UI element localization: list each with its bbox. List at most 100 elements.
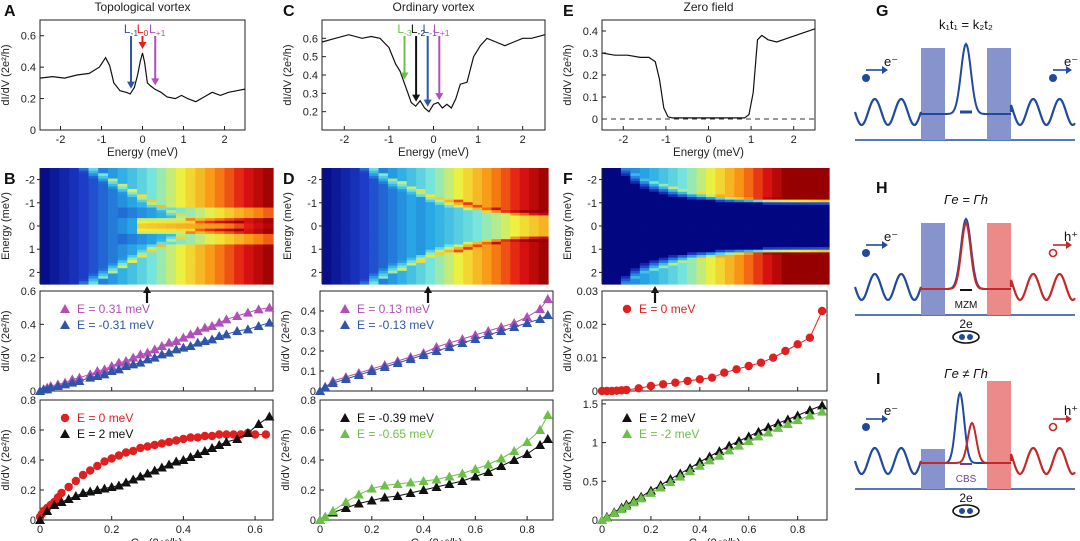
- heatmap-cell: [781, 252, 792, 256]
- heatmap-cell: [482, 218, 493, 222]
- heatmap-cell: [263, 236, 274, 240]
- heatmap-cell: [88, 173, 99, 177]
- heatmap-cell: [791, 252, 802, 256]
- heatmap-cell: [772, 241, 783, 246]
- heatmap-cell: [387, 276, 398, 280]
- heatmap-cell: [668, 191, 679, 195]
- heatmap-cell: [715, 212, 726, 217]
- heatmap-cell: [397, 228, 408, 232]
- heatmap-cell: [639, 212, 650, 217]
- heatmap-cell: [214, 178, 226, 182]
- heatmap-cell: [435, 202, 446, 206]
- heatmap-cell: [175, 278, 187, 282]
- heatmap-cell: [715, 178, 726, 182]
- heatmap-cell: [195, 189, 206, 193]
- heatmap-cell: [156, 276, 167, 280]
- heatmap-cell: [611, 278, 622, 282]
- heatmap-cell: [49, 244, 61, 248]
- heatmap-cell: [406, 239, 417, 243]
- heatmap-cell: [214, 247, 226, 251]
- heatmap-cell: [800, 220, 811, 224]
- heatmap-cell: [331, 215, 342, 219]
- heatmap-cell: [214, 226, 226, 230]
- heatmap-cell: [800, 260, 811, 264]
- heatmap-cell: [425, 281, 436, 285]
- heatmap-cell: [510, 181, 521, 185]
- heatmap-cell: [819, 249, 830, 253]
- heatmap-cell: [630, 278, 641, 282]
- heatmap-cell: [753, 257, 764, 261]
- heatmap-cell: [185, 233, 196, 238]
- heatmap-cell: [185, 197, 196, 201]
- heatmap-cell: [195, 178, 206, 182]
- heatmap-cell: [107, 210, 119, 214]
- heatmap-cell: [762, 270, 773, 275]
- heatmap-cell: [331, 244, 342, 248]
- heatmap-cell: [482, 202, 493, 206]
- data-point: [621, 501, 632, 511]
- heatmap-cell: [166, 168, 177, 172]
- heatmap-cell: [668, 265, 679, 269]
- heatmap-cell: [243, 197, 255, 201]
- y-tick-label: -2: [25, 175, 35, 187]
- heatmap-cell: [397, 265, 408, 269]
- heatmap-cell: [491, 273, 502, 277]
- heatmap-cell: [331, 170, 342, 174]
- heatmap-cell: [88, 210, 99, 214]
- heatmap-cell: [40, 210, 51, 214]
- heatmap-cell: [214, 273, 226, 277]
- heatmap-cell: [166, 186, 177, 190]
- heatmap-cell: [538, 202, 549, 206]
- heatmap-cell: [127, 257, 138, 261]
- heatmap-cell: [453, 247, 464, 251]
- heatmap-cell: [205, 212, 216, 217]
- data-point: [817, 306, 827, 316]
- heatmap-cell: [416, 239, 427, 243]
- heatmap-cell: [734, 220, 745, 224]
- heatmap-cell: [378, 270, 389, 275]
- heatmap-cell: [800, 194, 811, 198]
- heatmap-cell: [98, 231, 109, 235]
- heatmap-cell: [40, 189, 51, 193]
- heatmap-cell: [491, 170, 502, 174]
- heatmap-cell: [500, 236, 511, 240]
- heatmap-cell: [425, 215, 436, 219]
- heatmap-cell: [127, 183, 138, 188]
- heatmap-cell: [350, 204, 361, 209]
- heatmap-cell: [59, 257, 70, 261]
- heatmap-cell: [819, 241, 830, 246]
- heatmap-cell: [107, 278, 119, 282]
- y-axis-label: dI/dV (2e²/h): [280, 429, 292, 490]
- heatmap-cell: [49, 247, 61, 251]
- heatmap-cell: [214, 260, 226, 264]
- heatmap-cell: [340, 173, 351, 177]
- heatmap-cell: [387, 181, 398, 185]
- heatmap-cell: [538, 255, 549, 259]
- heatmap-cell: [175, 252, 187, 256]
- heatmap-cell: [500, 249, 511, 253]
- heatmap-cell: [677, 212, 688, 217]
- heatmap-cell: [472, 273, 483, 277]
- heatmap-cell: [687, 265, 698, 269]
- heatmap-cell: [88, 183, 99, 188]
- data-point: [804, 410, 815, 420]
- heatmap-cell: [772, 194, 783, 198]
- heatmap-cell: [263, 204, 274, 209]
- heatmap-cell: [444, 204, 455, 209]
- heatmap-cell: [205, 249, 216, 253]
- x-tick-label: 0: [430, 134, 436, 146]
- heatmap-cell: [696, 262, 707, 267]
- heatmap-cell: [331, 194, 342, 198]
- heatmap-cell: [69, 226, 80, 230]
- heatmap-cell: [253, 175, 264, 180]
- heatmap-cell: [791, 276, 802, 280]
- heatmap-cell: [715, 281, 726, 285]
- heatmap-cell: [175, 183, 187, 188]
- heatmap-cell: [234, 210, 245, 214]
- heatmap-cell: [234, 220, 245, 224]
- heatmap-cell: [791, 204, 802, 209]
- heatmap-cell: [98, 252, 109, 256]
- heatmap-cell: [611, 276, 622, 280]
- heatmap-cell: [734, 223, 745, 227]
- heatmap-cell: [397, 199, 408, 203]
